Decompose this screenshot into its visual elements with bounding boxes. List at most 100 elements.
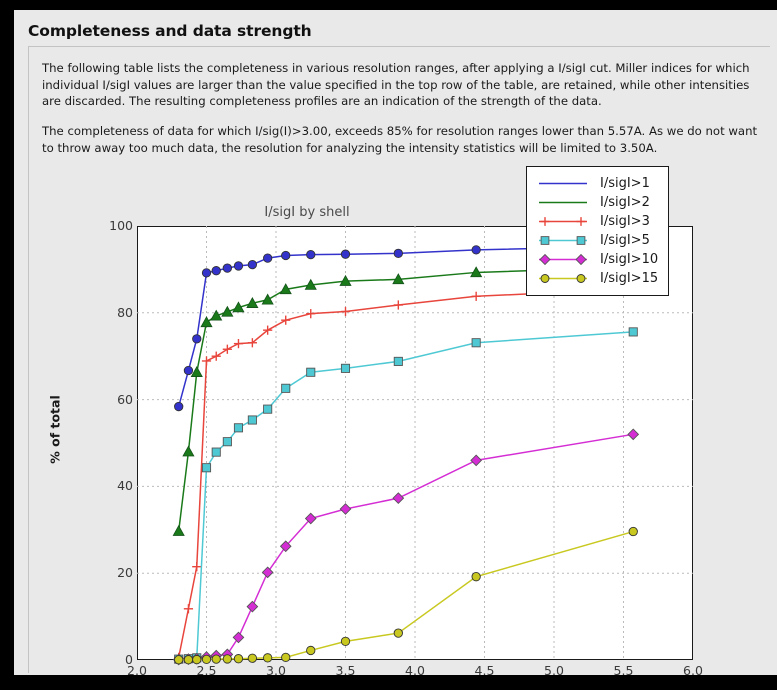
legend-item-6[interactable]: I/sigI>15	[535, 269, 658, 288]
data-point	[306, 367, 316, 377]
app-window: Completeness and data strength The follo…	[14, 10, 777, 675]
legend-swatch	[539, 253, 587, 266]
data-point	[470, 454, 483, 467]
y-axis-label: % of total	[47, 395, 63, 464]
data-point	[246, 600, 259, 613]
data-point	[281, 250, 291, 261]
y-tick-label: 0	[125, 652, 133, 667]
x-tick-label: 3.0	[266, 663, 286, 675]
data-point	[281, 383, 291, 393]
x-tick-label: 3.5	[335, 663, 356, 675]
legend-item-2[interactable]: I/sigI>2	[535, 193, 658, 212]
data-point	[471, 291, 481, 301]
series-1	[174, 241, 638, 412]
data-point	[232, 631, 245, 644]
data-point	[340, 306, 351, 317]
series-line	[178, 331, 634, 660]
x-tick-label: 4.5	[474, 663, 495, 675]
data-point	[233, 654, 244, 664]
data-point	[279, 540, 292, 553]
data-point	[392, 273, 405, 285]
data-point	[233, 261, 244, 271]
data-point	[247, 653, 258, 663]
data-point	[263, 404, 273, 414]
data-point	[222, 263, 233, 273]
legend-swatch	[539, 182, 587, 185]
data-point	[201, 463, 212, 473]
data-point	[200, 316, 213, 328]
legend-swatch	[539, 217, 587, 226]
data-point	[306, 249, 316, 260]
series-line	[178, 433, 634, 661]
data-point	[263, 653, 273, 663]
gridlines	[137, 226, 693, 660]
data-point	[306, 309, 316, 319]
data-point	[192, 654, 202, 665]
series-5	[172, 428, 640, 666]
data-point	[183, 604, 194, 614]
chart-title: I/sigI by shell	[264, 205, 350, 220]
data-point	[233, 423, 244, 433]
y-tick-label: 20	[117, 565, 133, 581]
data-point	[471, 572, 481, 582]
data-point	[246, 297, 259, 308]
x-tick-label: 5.0	[544, 663, 564, 675]
legend-label: I/sigI>10	[600, 252, 659, 267]
data-point	[392, 492, 405, 504]
data-point	[471, 338, 481, 348]
data-point	[222, 344, 232, 354]
legend-swatch	[539, 201, 587, 204]
data-point	[174, 401, 184, 412]
series-line	[177, 266, 634, 532]
plot-svg	[137, 226, 693, 666]
data-point	[183, 365, 194, 376]
series-2	[172, 261, 640, 536]
data-point	[192, 562, 202, 572]
data-point	[393, 356, 403, 366]
data-point	[263, 253, 273, 263]
data-point	[211, 351, 221, 361]
data-point	[232, 301, 245, 313]
data-point	[201, 654, 212, 664]
legend-label: I/sigI>1	[600, 176, 650, 191]
data-point	[172, 524, 185, 536]
x-tick-label: 4.0	[405, 663, 425, 675]
data-point	[182, 445, 195, 457]
legend-label: I/sigI>3	[600, 214, 650, 229]
legend-item-1[interactable]: I/sigI>1	[535, 174, 658, 193]
data-point	[340, 249, 351, 259]
data-point	[201, 356, 212, 366]
x-tick-label: 2.5	[196, 663, 217, 675]
legend-swatch	[539, 236, 587, 245]
data-point	[304, 278, 317, 290]
legend-label: I/sigI>5	[600, 233, 650, 248]
data-point	[192, 334, 202, 344]
x-tick-label: 5.5	[613, 663, 634, 675]
series-line	[178, 530, 634, 661]
data-point	[471, 245, 481, 255]
legend-item-5[interactable]: I/sigI>10	[535, 250, 658, 269]
data-point	[628, 526, 638, 537]
data-point	[339, 274, 352, 286]
data-point	[279, 283, 292, 295]
data-point	[210, 309, 223, 321]
legend-item-3[interactable]: I/sigI>3	[535, 212, 658, 231]
data-point	[222, 437, 232, 447]
series-group	[172, 241, 640, 666]
legend-label: I/sigI>2	[600, 195, 650, 210]
data-point	[247, 338, 257, 348]
x-tick-label: 2.0	[127, 663, 147, 675]
data-point	[628, 327, 638, 337]
data-point	[470, 266, 483, 278]
data-point	[190, 366, 203, 377]
y-tick-label: 100	[109, 218, 133, 233]
legend-item-4[interactable]: I/sigI>5	[535, 231, 658, 250]
legend-label: I/sigI>15	[600, 271, 659, 286]
data-point	[211, 654, 221, 664]
data-point	[393, 628, 403, 638]
data-point	[263, 325, 273, 335]
page-title: Completeness and data strength	[28, 22, 312, 40]
y-tick-label: 80	[117, 304, 133, 320]
completeness-chart: I/sigI by shell 0 20 40 60 80 100 2.0 2.5 3.0 3.…	[29, 166, 771, 675]
content-panel: The following table lists the completene…	[28, 46, 771, 675]
